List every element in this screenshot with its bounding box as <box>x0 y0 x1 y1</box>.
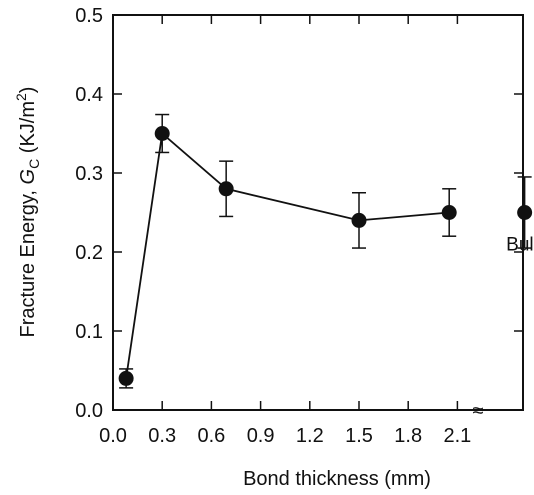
y-tick-label: 0.3 <box>75 163 103 185</box>
y-tick-label: 0.0 <box>75 400 103 422</box>
data-point <box>154 126 170 141</box>
y-axis-title-units: (KJ/m <box>17 101 39 159</box>
data-point <box>351 212 367 228</box>
x-tick-label: 1.2 <box>296 425 324 447</box>
y-axis-title-superscript: 2 <box>13 93 29 101</box>
y-axis-title-symbol: G <box>17 169 39 185</box>
x-tick-label: 1.5 <box>345 425 373 447</box>
data-point <box>218 181 234 197</box>
series-line <box>125 131 450 379</box>
x-axis-title: Bond thickness (mm) <box>243 468 431 490</box>
x-tick-label: 0.6 <box>197 425 225 447</box>
bulk-label: Bulk <box>506 235 534 256</box>
x-tick-label: 2.1 <box>443 425 471 447</box>
y-tick-label: 0.4 <box>75 84 103 106</box>
y-axis-title-subscript: C <box>26 159 42 169</box>
y-tick-label: 0.1 <box>75 321 103 343</box>
y-axis-title-close: ) <box>17 87 39 94</box>
x-tick-label: 1.8 <box>394 425 422 447</box>
plot-frame <box>112 14 524 411</box>
axis-break-mark: ≈ <box>473 400 484 422</box>
data-point <box>118 370 134 386</box>
data-point <box>517 205 533 220</box>
y-axis-title: Fracture Energy, GC (KJ/m2) <box>13 87 42 338</box>
x-tick-label: 0.3 <box>148 425 176 447</box>
data-point <box>441 205 457 220</box>
x-tick-label: 0.9 <box>247 425 275 447</box>
x-tick-label: 0.0 <box>99 425 127 447</box>
y-axis-title-prefix: Fracture Energy, <box>17 184 39 337</box>
y-tick-label: 0.2 <box>75 242 103 264</box>
y-tick-label: 0.5 <box>75 5 103 27</box>
